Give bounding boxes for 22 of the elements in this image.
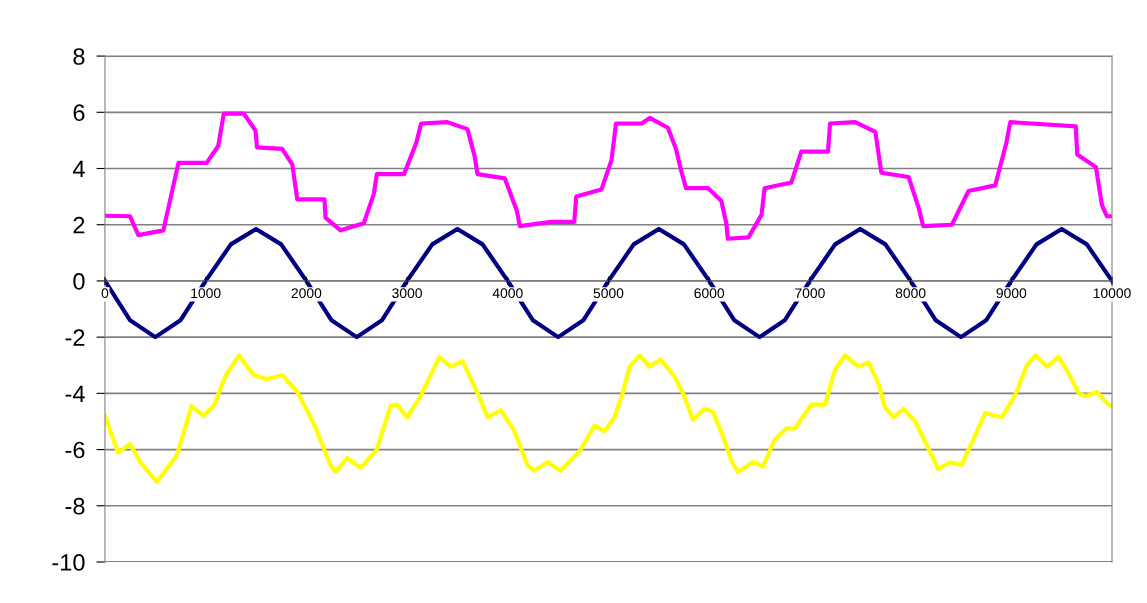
y-tick-label: -4	[65, 385, 85, 402]
y-tick-label: -2	[65, 329, 85, 346]
y-tick-label: 6	[73, 104, 85, 122]
x-tick-label: 5000	[593, 288, 624, 299]
x-tick-label: 9000	[996, 288, 1027, 299]
y-tick-label: 2	[73, 216, 85, 234]
x-tick-label: 3000	[392, 288, 422, 299]
y-tick-label: -6	[65, 441, 85, 459]
y-tick-label: 4	[72, 160, 85, 178]
y-tick-label: 8	[73, 48, 85, 65]
x-tick-label: 0	[101, 288, 109, 299]
line-series	[104, 111, 1113, 241]
x-tick-label: 8000	[895, 288, 926, 299]
y-tick-label: -8	[65, 497, 85, 515]
x-tick-label: 6000	[694, 288, 725, 299]
x-tick-label: 2000	[291, 288, 322, 299]
y-tick-label: -10	[52, 554, 85, 571]
x-tick-label: 7000	[795, 288, 825, 299]
x-tick-label: 4000	[492, 288, 523, 299]
x-tick-label: 10000	[1093, 288, 1131, 299]
x-tick-label: 1000	[191, 288, 221, 299]
line-series	[104, 353, 1113, 484]
